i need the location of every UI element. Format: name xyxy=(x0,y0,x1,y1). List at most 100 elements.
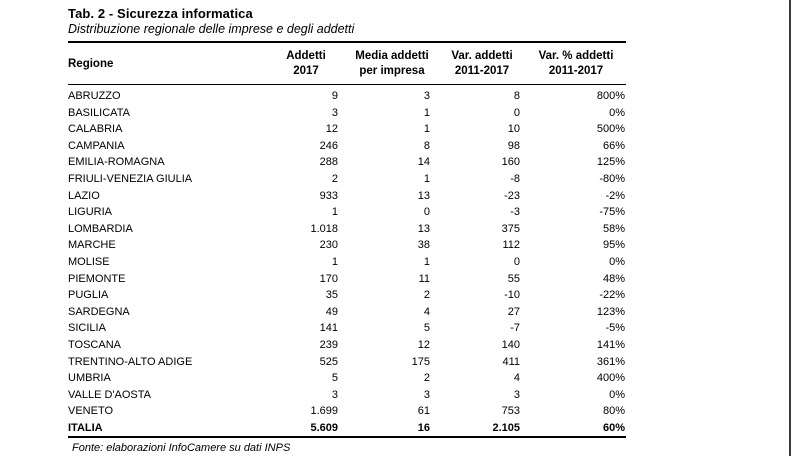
value-cell: 3 xyxy=(513,388,520,401)
region-cell: TRENTINO-ALTO ADIGE xyxy=(68,355,193,368)
value-cell: 0 xyxy=(423,206,430,219)
value-cell: 0 xyxy=(513,255,520,268)
table-footer: ITALIA 5.609 16 2.105 60% xyxy=(68,420,626,438)
table-row: ABRUZZO 9 3 8 800% xyxy=(68,85,626,105)
total-value-cell: 2.105 xyxy=(492,421,520,434)
value-cell: -8 xyxy=(510,172,520,185)
value-cell: 1 xyxy=(331,206,338,219)
region-cell: TOSCANA xyxy=(68,338,121,351)
value-cell: 5 xyxy=(423,322,430,335)
table-row: SARDEGNA 49 4 27 123% xyxy=(68,304,626,321)
region-cell: BASILICATA xyxy=(68,106,130,119)
value-cell: 1.699 xyxy=(310,405,338,418)
value-cell: 38 xyxy=(417,239,430,252)
value-cell: 35 xyxy=(325,289,338,302)
value-cell: 2 xyxy=(423,289,430,302)
value-cell: 230 xyxy=(319,239,338,252)
value-cell: 8 xyxy=(513,90,520,102)
value-cell: 1.018 xyxy=(310,222,338,235)
value-cell: 123% xyxy=(596,305,625,318)
value-cell: 1 xyxy=(423,106,430,119)
table-row: TRENTINO-ALTO ADIGE 525 175 411 361% xyxy=(68,354,626,371)
value-cell: 3 xyxy=(331,106,338,119)
value-cell: 13 xyxy=(417,222,430,235)
region-cell: CAMPANIA xyxy=(68,139,125,152)
column-header-media-addetti: Media addetti per impresa xyxy=(355,50,429,77)
value-cell: 175 xyxy=(411,355,430,368)
total-value-cell: 60% xyxy=(602,421,625,434)
value-cell: 55 xyxy=(507,272,520,285)
total-value-cell: 16 xyxy=(417,421,430,434)
value-cell: 140 xyxy=(501,338,520,351)
value-cell: -10 xyxy=(504,289,520,302)
value-cell: 0% xyxy=(609,255,625,268)
value-cell: 141 xyxy=(319,322,338,335)
table-row: TOSCANA 239 12 140 141% xyxy=(68,337,626,354)
region-cell: SICILIA xyxy=(68,322,106,335)
value-cell: -7 xyxy=(510,322,520,335)
value-cell: -75% xyxy=(599,206,625,219)
table-subtitle: Distribuzione regionale delle imprese e … xyxy=(68,22,355,36)
region-cell: UMBRIA xyxy=(68,372,111,385)
value-cell: 10 xyxy=(507,123,520,136)
value-cell: 49 xyxy=(325,305,338,318)
value-cell: 500% xyxy=(596,123,625,136)
total-row: ITALIA 5.609 16 2.105 60% xyxy=(68,420,626,438)
region-cell: MARCHE xyxy=(68,239,116,252)
value-cell: 12 xyxy=(417,338,430,351)
value-cell: 98 xyxy=(507,139,520,152)
table-row: EMILIA-ROMAGNA 288 14 160 125% xyxy=(68,154,626,171)
region-cell: PUGLIA xyxy=(68,289,109,302)
value-cell: 125% xyxy=(596,156,625,169)
data-table: Regione Addetti 2017 Media addetti per i… xyxy=(68,41,626,439)
value-cell: 9 xyxy=(331,90,338,102)
value-cell: 1 xyxy=(423,255,430,268)
value-cell: -2% xyxy=(605,189,625,202)
value-cell: 141% xyxy=(596,338,625,351)
value-cell: 95% xyxy=(602,239,625,252)
value-cell: 5 xyxy=(331,372,338,385)
value-cell: 800% xyxy=(596,90,625,102)
region-cell: LIGURIA xyxy=(68,206,113,219)
value-cell: -22% xyxy=(599,289,625,302)
value-cell: 375 xyxy=(501,222,520,235)
value-cell: 3 xyxy=(423,90,430,102)
header-row: Regione Addetti 2017 Media addetti per i… xyxy=(68,42,626,85)
region-cell: SARDEGNA xyxy=(68,305,130,318)
value-cell: 2 xyxy=(423,372,430,385)
region-cell: EMILIA-ROMAGNA xyxy=(68,156,165,169)
value-cell: -5% xyxy=(605,322,625,335)
table-header: Regione Addetti 2017 Media addetti per i… xyxy=(68,42,626,85)
table-row: LIGURIA 1 0 -3 -75% xyxy=(68,204,626,221)
value-cell: 288 xyxy=(319,156,338,169)
value-cell: 525 xyxy=(319,355,338,368)
value-cell: 933 xyxy=(319,189,338,202)
value-cell: 27 xyxy=(507,305,520,318)
value-cell: 0% xyxy=(609,388,625,401)
region-cell: ABRUZZO xyxy=(68,90,121,102)
column-header-var-pct-addetti: Var. % addetti 2011-2017 xyxy=(538,50,614,77)
page-edge-line xyxy=(789,0,791,456)
table-block: Tab. 2 - Sicurezza informatica Distribuz… xyxy=(68,5,626,455)
value-cell: 13 xyxy=(417,189,430,202)
table-row: PIEMONTE 170 11 55 48% xyxy=(68,271,626,288)
value-cell: 1 xyxy=(331,255,338,268)
value-cell: 61 xyxy=(417,405,430,418)
source-note: Fonte: elaborazioni InfoCamere su dati I… xyxy=(72,442,291,455)
value-cell: 753 xyxy=(501,405,520,418)
value-cell: 8 xyxy=(423,139,430,152)
table-body: ABRUZZO 9 3 8 800% BASILICATA 3 1 0 0% CALABRIA 12 1… xyxy=(68,85,626,420)
value-cell: 411 xyxy=(502,355,520,368)
value-cell: 239 xyxy=(319,338,338,351)
value-cell: 170 xyxy=(319,272,338,285)
table-row: PUGLIA 35 2 -10 -22% xyxy=(68,287,626,304)
value-cell: 112 xyxy=(502,239,520,252)
region-cell: VALLE D'AOSTA xyxy=(68,388,151,401)
table-row: LAZIO 933 13 -23 -2% xyxy=(68,188,626,205)
table-row: UMBRIA 5 2 4 400% xyxy=(68,370,626,387)
total-value-cell: 5.609 xyxy=(310,421,338,434)
region-cell: LOMBARDIA xyxy=(68,222,133,235)
total-region-cell: ITALIA xyxy=(68,421,103,434)
value-cell: 80% xyxy=(602,405,625,418)
value-cell: -23 xyxy=(504,189,520,202)
